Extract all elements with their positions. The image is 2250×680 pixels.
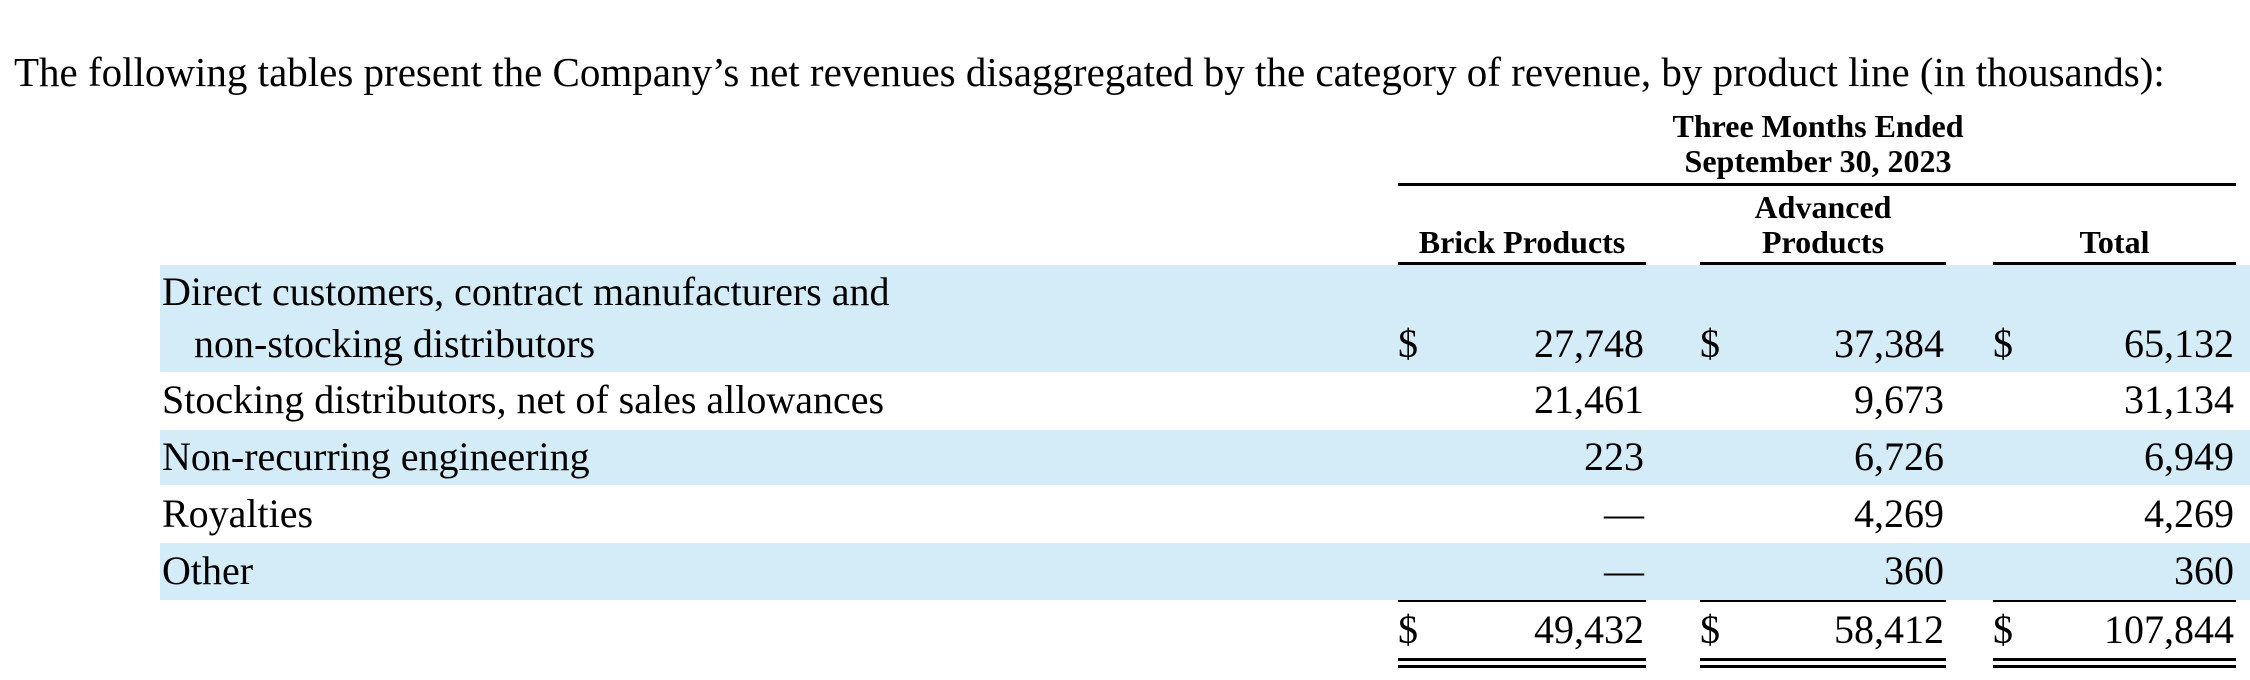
period-header: Three Months Ended September 30, 2023 (1400, 109, 2236, 179)
row-band-direct (160, 265, 2250, 372)
row-label-nre: Non-recurring engineering (162, 434, 590, 479)
row-label-other: Other (162, 548, 254, 593)
cell-other-brick: — (1604, 548, 1644, 593)
brick-total-double-rule-bottom (1398, 665, 1646, 668)
brick-subtotal-rule (1398, 600, 1646, 602)
cell-direct-brick: 27,748 (1534, 321, 1644, 366)
row-band-nre (160, 430, 2250, 485)
intro-paragraph: The following tables present the Company… (14, 49, 2165, 95)
cell-stocking-total: 31,134 (2124, 377, 2234, 422)
cell-royalties-advanced: 4,269 (1854, 491, 1944, 536)
row-label-direct-line2: non-stocking distributors (194, 321, 596, 366)
cell-other-advanced: 360 (1884, 548, 1944, 593)
advanced-total-double-rule-top (1700, 658, 1946, 661)
advanced-total-double-rule-bottom (1700, 665, 1946, 668)
column-header-advanced-line2: Products (1761, 224, 1885, 260)
currency-symbol: $ (1993, 321, 2013, 366)
cell-stocking-advanced: 9,673 (1854, 377, 1944, 422)
brick-header-rule (1398, 262, 1646, 265)
period-header-line2: September 30, 2023 (1684, 143, 1952, 179)
row-label-stocking: Stocking distributors, net of sales allo… (162, 377, 885, 422)
column-header-advanced-line1: Advanced (1754, 189, 1892, 225)
cell-royalties-total: 4,269 (2144, 491, 2234, 536)
cell-royalties-brick: — (1604, 491, 1644, 536)
total-header-rule (1993, 262, 2236, 265)
column-header-advanced: Advanced Products (1700, 190, 1946, 260)
row-label-direct-line1: Direct customers, contract manufacturers… (162, 269, 890, 314)
currency-symbol: $ (1700, 607, 1720, 652)
cell-total-advanced: 58,412 (1834, 607, 1944, 652)
cell-direct-total: 65,132 (2124, 321, 2234, 366)
cell-nre-brick: 223 (1584, 434, 1644, 479)
brick-total-double-rule-top (1398, 658, 1646, 661)
cell-total-total: 107,844 (2104, 607, 2234, 652)
currency-symbol: $ (1700, 321, 1720, 366)
currency-symbol: $ (1398, 607, 1418, 652)
cell-direct-advanced: 37,384 (1834, 321, 1944, 366)
advanced-subtotal-rule (1700, 600, 1946, 602)
cell-nre-advanced: 6,726 (1854, 434, 1944, 479)
advanced-header-rule (1700, 262, 1946, 265)
cell-other-total: 360 (2174, 548, 2234, 593)
period-header-line1: Three Months Ended (1672, 108, 1964, 144)
total-subtotal-rule (1993, 600, 2236, 602)
currency-symbol: $ (1398, 321, 1418, 366)
total-total-double-rule-top (1993, 658, 2236, 661)
row-band-other (160, 543, 2250, 600)
cell-stocking-brick: 21,461 (1534, 377, 1644, 422)
currency-symbol: $ (1993, 607, 2013, 652)
period-header-rule (1398, 183, 2236, 186)
column-header-total: Total (2079, 224, 2150, 260)
row-label-royalties: Royalties (162, 491, 314, 536)
cell-total-brick: 49,432 (1534, 607, 1644, 652)
column-header-brick: Brick Products (1418, 224, 1626, 260)
total-total-double-rule-bottom (1993, 665, 2236, 668)
cell-nre-total: 6,949 (2144, 434, 2234, 479)
